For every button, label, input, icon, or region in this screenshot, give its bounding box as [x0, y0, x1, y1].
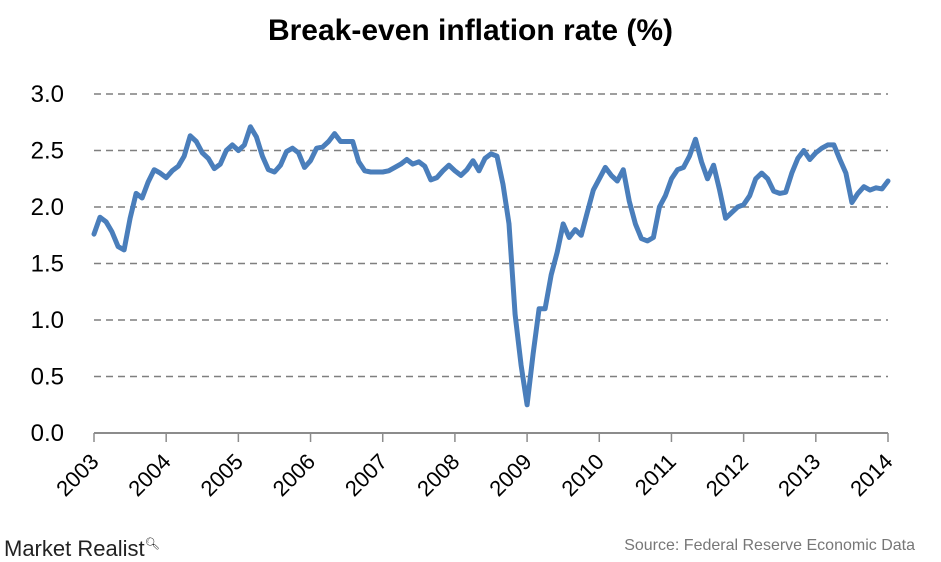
- x-tick-label: 2013: [773, 449, 825, 501]
- source-note: Source: Federal Reserve Economic Data: [624, 537, 915, 555]
- y-tick-label: 1.0: [31, 307, 64, 334]
- x-tick-label: 2011: [630, 449, 681, 500]
- x-tick-label: 2003: [51, 449, 103, 501]
- x-tick-label: 2006: [268, 449, 320, 501]
- series-line: [94, 127, 888, 405]
- y-tick-label: 3.0: [31, 81, 64, 108]
- market-realist-logo: Market Realist🔍︎: [4, 536, 160, 562]
- x-tick-label: 2012: [701, 449, 753, 501]
- x-tick-label: 2010: [557, 449, 609, 501]
- x-tick-label: 2009: [484, 449, 536, 501]
- y-tick-label: 2.5: [31, 138, 64, 165]
- x-tick-label: 2014: [845, 449, 897, 501]
- x-tick-label: 2004: [123, 449, 175, 501]
- x-tick-label: 2005: [196, 449, 248, 501]
- x-tick-label: 2008: [412, 449, 464, 501]
- y-tick-label: 2.0: [31, 194, 64, 221]
- y-tick-label: 0.0: [31, 420, 64, 447]
- y-tick-label: 1.5: [31, 251, 64, 278]
- y-tick-label: 0.5: [31, 364, 64, 391]
- logo-text: Market Realist: [4, 536, 145, 561]
- magnifier-chart-icon: 🔍︎: [145, 537, 160, 551]
- x-tick-label: 2007: [340, 449, 392, 501]
